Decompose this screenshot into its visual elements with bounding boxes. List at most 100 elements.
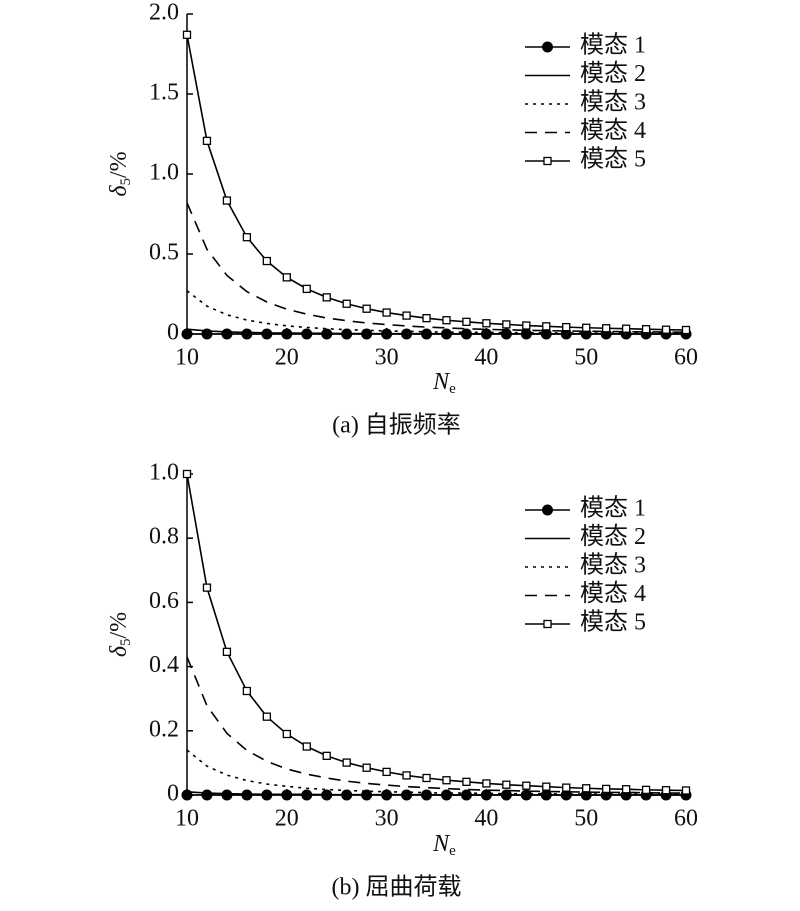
x-tick-label: 10 xyxy=(175,345,199,371)
point xyxy=(222,196,232,205)
point xyxy=(282,729,291,739)
x-axis-label: Ne xyxy=(432,369,456,398)
point xyxy=(681,325,691,335)
point xyxy=(202,583,212,592)
point xyxy=(262,712,271,721)
y-label-symbol: δ xyxy=(106,645,132,657)
point xyxy=(282,273,291,282)
point xyxy=(182,30,192,39)
x-tick-label: 40 xyxy=(474,806,498,832)
y-tick-label: 0.4 xyxy=(149,652,179,678)
x-tick-label: 40 xyxy=(474,345,498,371)
legend-label: 模态 5 xyxy=(580,609,646,636)
y-label-sub: 5 xyxy=(118,639,134,647)
legend-label: 模态 1 xyxy=(580,495,646,522)
point xyxy=(362,304,371,313)
legend-label: 模态 4 xyxy=(580,580,646,607)
y-tick-label: 0.6 xyxy=(149,588,179,614)
point xyxy=(582,784,591,793)
x-label-sub: e xyxy=(449,381,456,397)
y-tick-label: 1.0 xyxy=(149,460,179,486)
point xyxy=(482,319,491,328)
point xyxy=(562,322,571,332)
x-tick-label: 50 xyxy=(574,806,598,832)
y-tick-label: 0.5 xyxy=(149,240,179,266)
x-tick-label: 20 xyxy=(275,806,299,832)
point xyxy=(261,328,273,340)
point xyxy=(241,789,253,801)
x-tick-label: 30 xyxy=(375,806,399,832)
point xyxy=(621,324,631,333)
y-tick-label: 0 xyxy=(167,320,179,346)
point xyxy=(382,308,391,317)
point xyxy=(422,314,431,323)
point xyxy=(602,324,611,333)
point xyxy=(681,786,691,795)
legend-marker xyxy=(542,41,553,53)
point xyxy=(202,136,212,146)
point xyxy=(201,789,213,801)
point xyxy=(182,469,192,479)
point xyxy=(242,233,252,242)
point xyxy=(522,781,531,790)
y-tick-label: 1.5 xyxy=(149,80,179,106)
y-tick-label: 0.8 xyxy=(149,524,179,550)
x-tick-label: 50 xyxy=(574,345,598,371)
point xyxy=(482,779,491,788)
legend-label: 模态 5 xyxy=(580,146,646,173)
y-axis-label: δ5/% xyxy=(106,151,135,196)
point xyxy=(281,328,293,340)
point xyxy=(362,763,371,772)
legend-label: 模态 2 xyxy=(580,60,646,87)
point xyxy=(661,786,671,795)
series-line xyxy=(186,790,686,796)
series-line xyxy=(186,290,686,335)
legend-label: 模态 3 xyxy=(580,89,646,116)
point xyxy=(181,789,193,801)
x-tick-label: 30 xyxy=(375,345,399,371)
y-label-unit: /% xyxy=(106,612,132,639)
point xyxy=(502,780,511,789)
point xyxy=(302,742,311,751)
point xyxy=(422,773,431,783)
point xyxy=(342,758,351,767)
point xyxy=(402,311,411,320)
legend-label: 模态 3 xyxy=(580,552,646,579)
series-line xyxy=(186,656,686,794)
point xyxy=(342,299,351,308)
x-label-sub: e xyxy=(449,843,456,859)
y-label-unit: /% xyxy=(106,151,132,178)
legend-label: 模态 4 xyxy=(580,117,646,144)
point xyxy=(641,325,651,334)
point xyxy=(502,320,511,329)
point xyxy=(442,316,451,325)
y-tick-label: 2.0 xyxy=(149,0,179,26)
legend-marker xyxy=(542,504,553,516)
point xyxy=(262,256,271,266)
caption: (a) 自振频率 xyxy=(332,412,461,439)
point xyxy=(322,751,331,760)
point xyxy=(221,328,233,340)
y-tick-label: 1.0 xyxy=(149,160,179,186)
x-tick-label: 60 xyxy=(674,806,698,832)
x-label-symbol: N xyxy=(432,369,451,395)
point xyxy=(542,322,551,331)
y-tick-label: 0.2 xyxy=(149,716,179,742)
x-axis-label: Ne xyxy=(432,831,456,860)
point xyxy=(402,771,411,780)
point xyxy=(181,328,193,340)
point xyxy=(241,328,253,340)
legend-label: 模态 2 xyxy=(580,523,646,550)
x-tick-label: 20 xyxy=(275,345,299,371)
caption: (b) 屈曲荷载 xyxy=(332,874,462,901)
point xyxy=(562,783,571,792)
point xyxy=(582,323,591,332)
x-tick-label: 60 xyxy=(674,345,698,371)
legend-marker xyxy=(543,156,552,166)
point xyxy=(621,785,631,794)
point xyxy=(322,293,331,302)
y-axis-label: δ5/% xyxy=(106,612,135,657)
point xyxy=(302,284,311,294)
point xyxy=(542,782,551,791)
